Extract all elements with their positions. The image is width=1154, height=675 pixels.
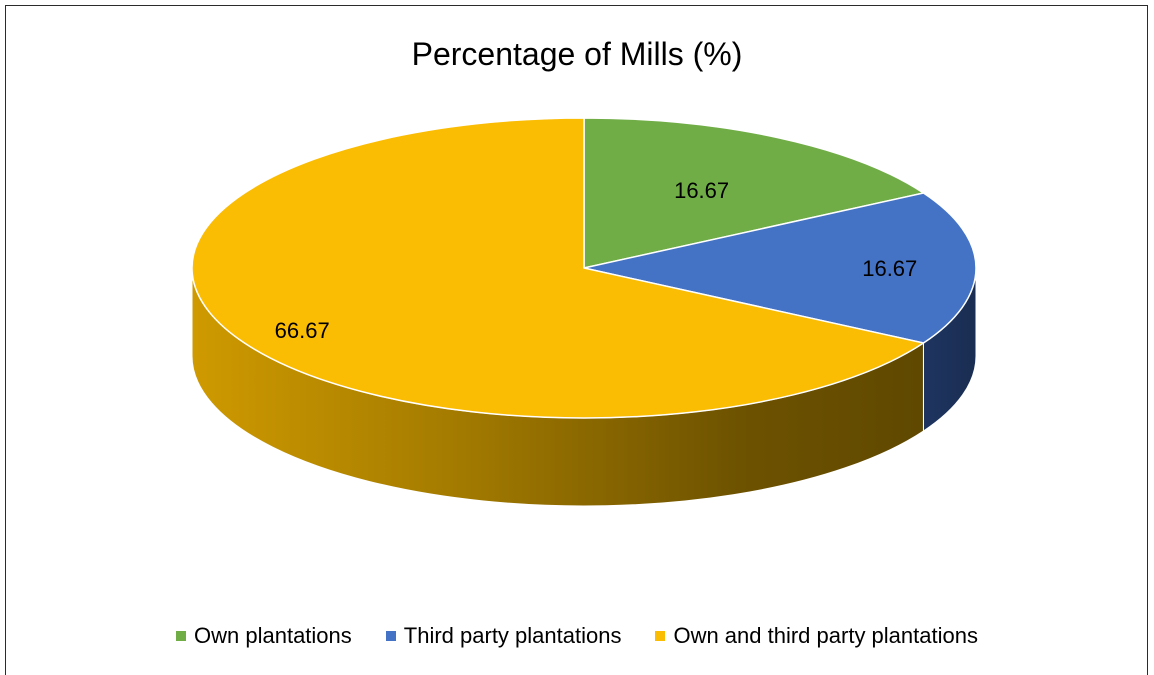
data-label-third-party-plantations: 16.67: [862, 256, 917, 281]
legend-item-third-party-plantations: Third party plantations: [385, 623, 622, 649]
pie-slice-third-party-plantations: [583, 192, 977, 344]
legend-item-own-plantations: Own plantations: [176, 623, 352, 649]
legend-swatch-third-party-plantations: [385, 631, 396, 641]
pie-slice-own-plantations: [583, 117, 925, 269]
legend-label-third-party-plantations: Third party plantations: [403, 623, 622, 648]
legend: Own plantations Third party plantations Ow…: [0, 623, 1154, 649]
pie-data-labels: 16.67 16.67 66.67: [275, 178, 918, 343]
legend-label-own-plantations: Own plantations: [194, 623, 352, 648]
chart-title: Percentage of Mills (%): [411, 36, 743, 72]
data-label-own-and-third-party-plantations: 66.67: [275, 318, 330, 343]
legend-swatch-own-and-third-party-plantations: [655, 631, 666, 641]
pie-slices: [191, 117, 977, 419]
data-label-own-plantations: 16.67: [674, 178, 729, 203]
pie-slice-own-and-third-party-plantations: [191, 117, 925, 419]
legend-swatch-own-plantations: [176, 631, 187, 641]
legend-label-own-and-third-party-plantations: Own and third party plantations: [673, 623, 978, 648]
legend-item-own-and-third-party-plantations: Own and third party plantations: [655, 623, 978, 649]
